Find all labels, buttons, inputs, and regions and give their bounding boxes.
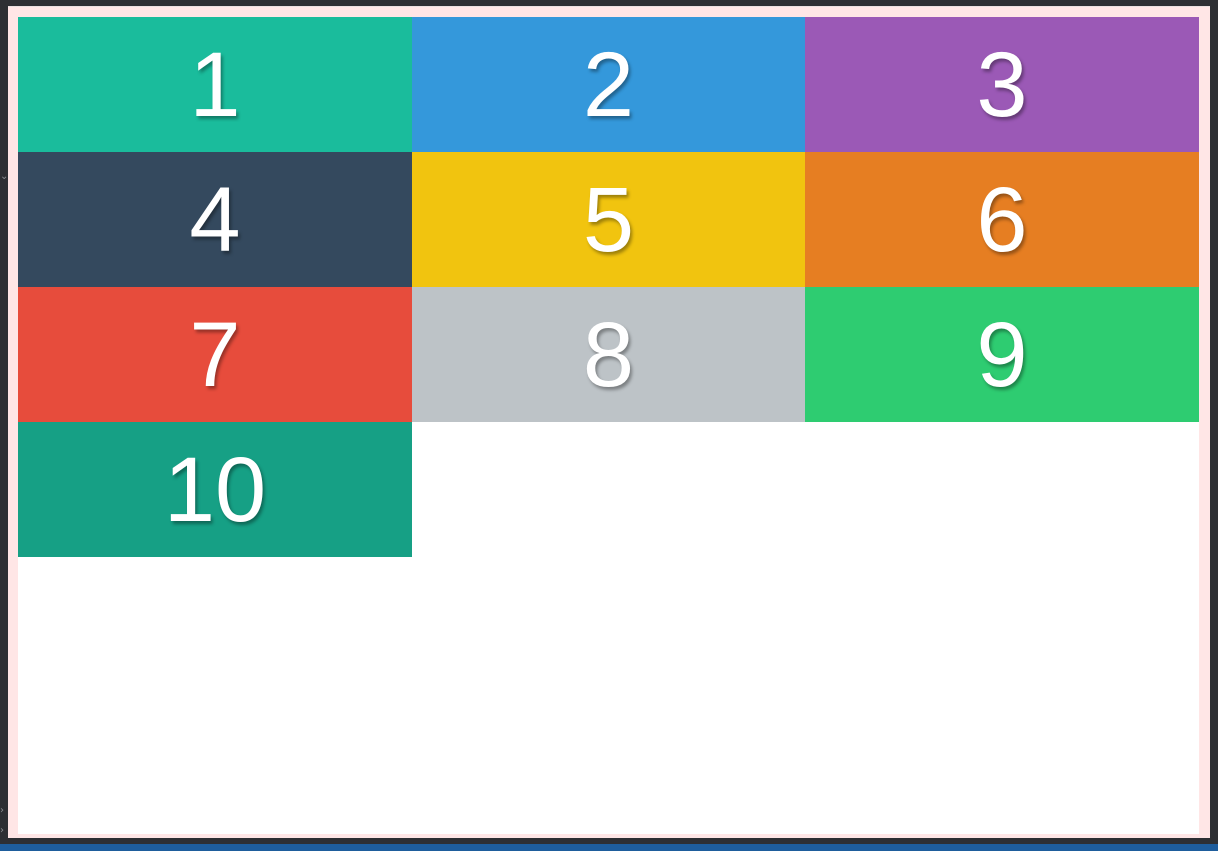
grid-box-3[interactable]: 3 xyxy=(805,17,1199,152)
grid-box-5[interactable]: 5 xyxy=(412,152,805,287)
chevron-right-icon: › xyxy=(0,825,4,836)
grid-box-8[interactable]: 8 xyxy=(412,287,805,422)
grid-box-7[interactable]: 7 xyxy=(18,287,412,422)
page-viewport: 1 2 3 4 5 6 7 8 9 10 xyxy=(18,17,1199,834)
taskbar xyxy=(0,844,1218,851)
box-grid: 1 2 3 4 5 6 7 8 9 10 xyxy=(18,17,1199,557)
grid-box-4[interactable]: 4 xyxy=(18,152,412,287)
chevron-right-icon: › xyxy=(0,805,4,816)
grid-box-2[interactable]: 2 xyxy=(412,17,805,152)
grid-box-10[interactable]: 10 xyxy=(18,422,412,557)
grid-box-6[interactable]: 6 xyxy=(805,152,1199,287)
browser-preview-frame: 1 2 3 4 5 6 7 8 9 10 xyxy=(8,6,1210,838)
grid-box-1[interactable]: 1 xyxy=(18,17,412,152)
grid-box-9[interactable]: 9 xyxy=(805,287,1199,422)
collapse-chevron-icon: ⌄ xyxy=(0,171,9,182)
